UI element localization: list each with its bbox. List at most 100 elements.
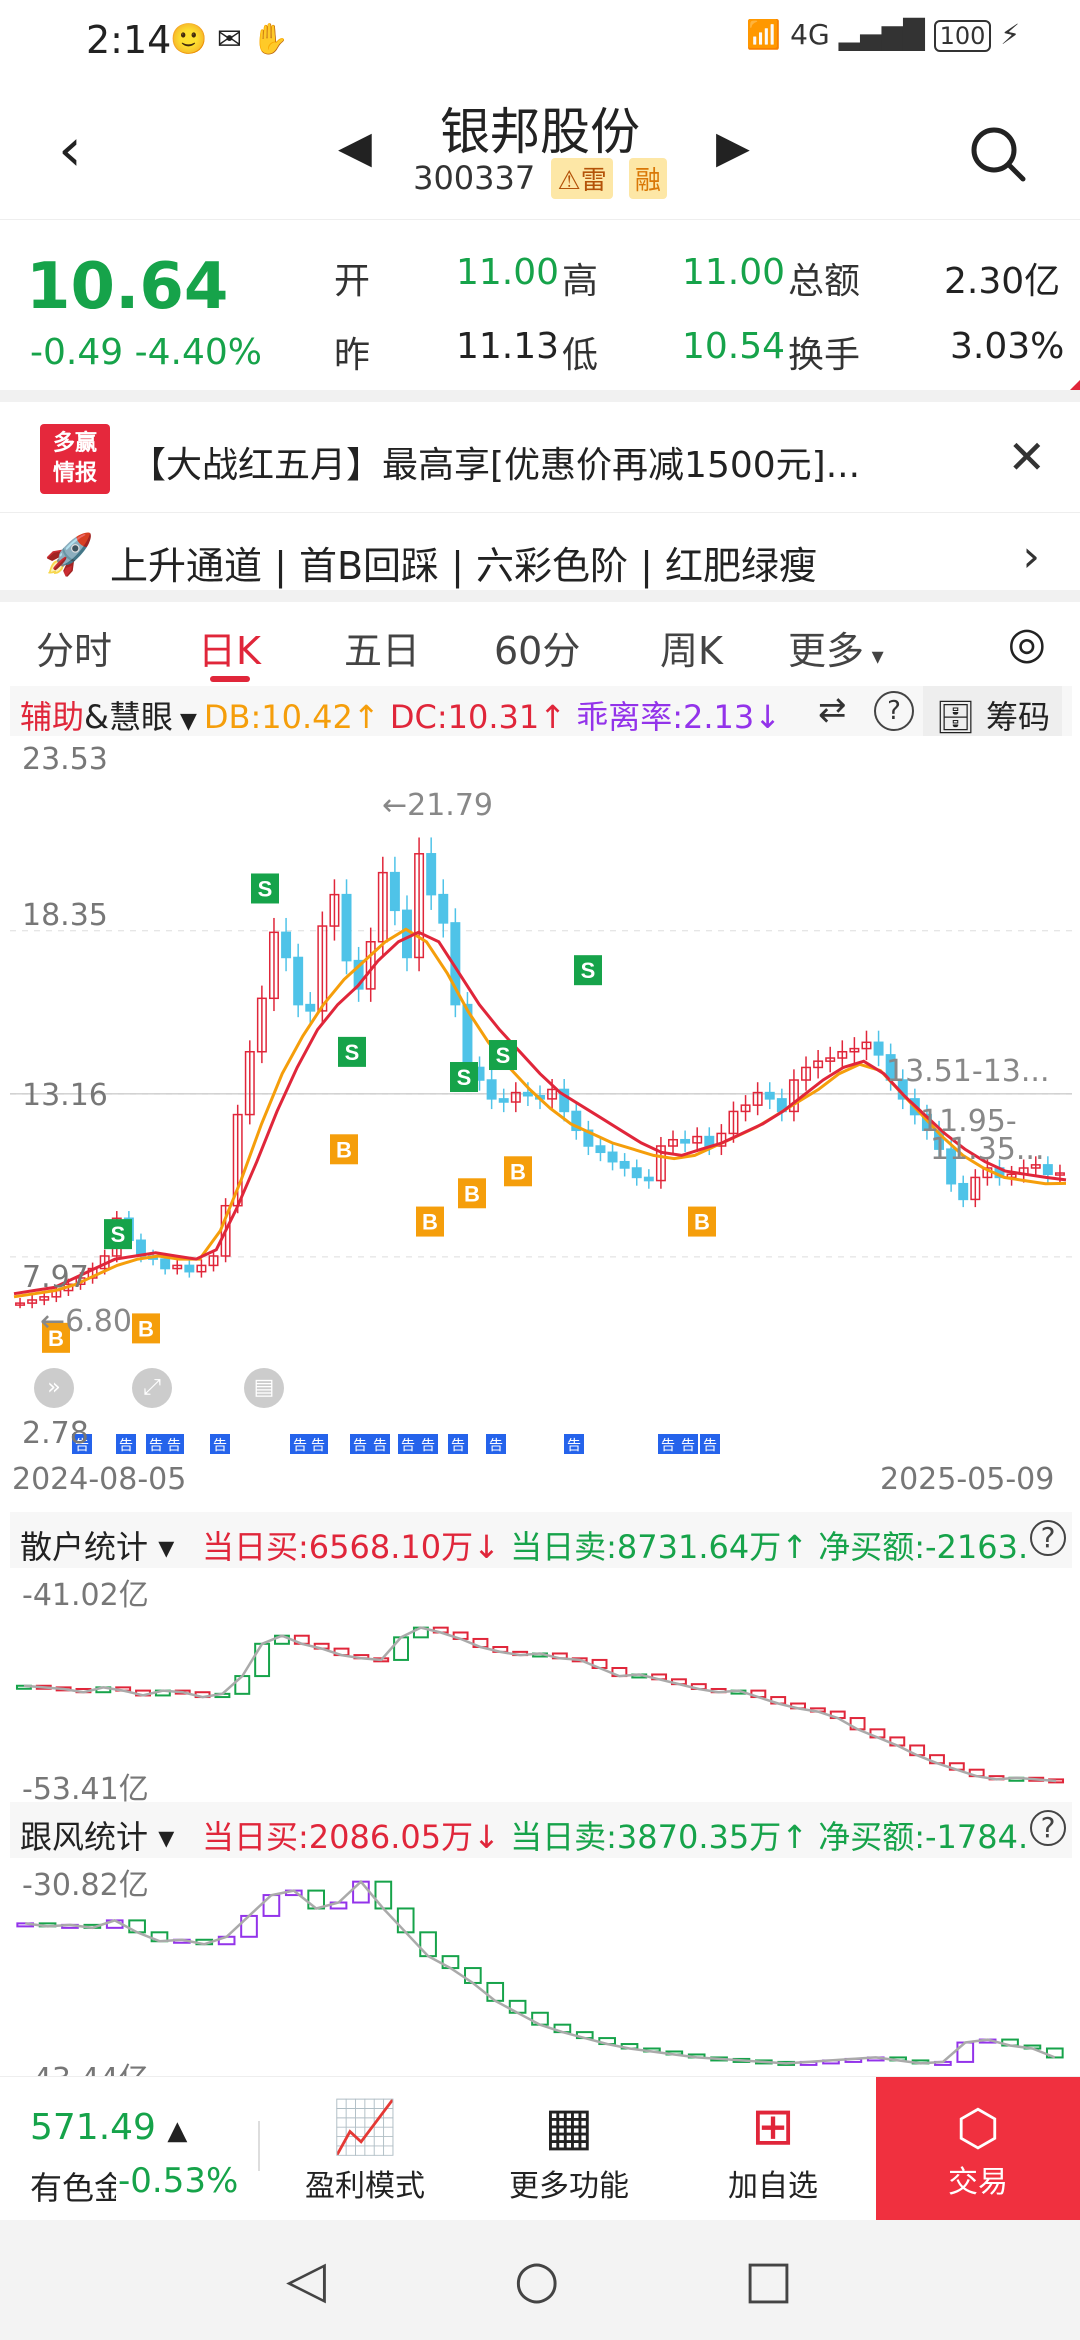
prev-close-value: 11.13 [456,326,560,367]
switch-icon[interactable]: ⇄ [818,690,847,730]
notice-marker [700,1434,720,1454]
stock-header: ‹ ◀ 银邦股份 300337 ⚠雷 融 ▶ [0,80,1080,220]
candle-body [873,1041,884,1056]
trade-button[interactable]: ⬡ 交易 [876,2077,1080,2221]
follow-sell: 当日卖:3870.35万↑ [510,1818,809,1856]
nav-home-icon[interactable]: ○ [514,2250,560,2310]
candle-body [668,1138,678,1147]
tab-five-day[interactable]: 五日 [344,629,421,673]
chips-button[interactable]: 🗄 筹码 [923,686,1062,736]
buy-signal-label: B [694,1210,710,1235]
follow-svg [16,1879,1064,2066]
help-icon[interactable]: ? [874,691,914,731]
close-icon[interactable]: ✕ [1007,430,1046,484]
tab-intraday[interactable]: 分时 [36,629,113,673]
nav-back-icon[interactable]: ◁ [286,2250,326,2310]
tab-60min[interactable]: 60分 [494,629,581,673]
ad-text: 【大战红五月】最高享[优惠价再减1500元]... [130,445,861,486]
network-type: 4G [790,18,830,51]
quote-panel: 10.64 -0.49 -4.40% 开 11.00 高 11.00 总额 2.… [0,222,1080,402]
follow-stats-header: 跟风统计 ▾ 当日买:2086.05万↓ 当日卖:3870.35万↑ 净买额:-… [10,1802,1072,1858]
deviation-value: 乖离率:2.13↓ [576,698,782,736]
settings-icon[interactable]: ◎ [1007,618,1046,669]
notice-marker-label: 告 [681,1438,695,1454]
more-functions-button[interactable]: ▦ 更多功能 [494,2097,644,2205]
profit-mode-label: 盈利模式 [305,2169,425,2204]
buy-signal-marker [688,1206,716,1237]
candle-body [329,893,340,927]
help-icon[interactable]: ? [1030,1810,1066,1846]
candle-body [293,956,304,1006]
stat-bar [374,1880,393,1910]
low-annotation: ←6.80 [40,1304,132,1339]
margin-tag[interactable]: 融 [628,158,667,199]
chip-annotation-3: 11.35... [930,1132,1045,1167]
fullscreen-icon[interactable]: ⤢ [132,1368,172,1408]
stat-bar [254,1642,271,1678]
buy-signal-label: B [138,1316,154,1341]
fast-forward-button[interactable]: » [34,1368,74,1408]
tab-daily-k[interactable]: 日K [198,629,261,673]
candle-body [522,1091,533,1097]
back-button[interactable]: ‹ [58,115,82,185]
status-right: 📶 4G ▂▄▆█ 100 ⚡ [746,18,1020,52]
candle-body [426,853,437,896]
low-value: 10.54 [682,326,786,367]
nav-recents-icon[interactable]: □ [744,2250,794,2310]
thunder-tag[interactable]: ⚠雷 [551,158,613,199]
tab-more[interactable]: 更多 ▾ [788,620,884,675]
indicator-name-aux[interactable]: 辅助 [20,698,85,736]
turnover-value: 3.03% [950,326,1065,367]
help-icon[interactable]: ? [1030,1520,1066,1556]
trend-chart-icon: 📈 [332,2098,398,2158]
profit-mode-button[interactable]: 📈 盈利模式 [290,2097,440,2205]
sell-signal-marker [574,955,602,986]
status-bar: 2:14 🙂 ✉ ✋ 📶 4G ▂▄▆█ 100 ⚡ [0,0,1080,80]
dropdown-icon[interactable]: ▼ [172,709,204,734]
candle-body [752,1091,763,1106]
next-stock-button[interactable]: ▶ [716,122,750,173]
indicator-name-eye[interactable]: &慧眼 [84,698,173,736]
chip-annotation-1: 13.51-13... [886,1054,1050,1089]
candle-body [353,959,364,990]
retail-stats-dropdown[interactable]: 散户统计 ▾ [20,1528,175,1566]
stat-line [25,1879,1056,2065]
charging-icon: ⚡ [1000,18,1020,51]
previous-stock-button[interactable]: ◀ [338,122,372,173]
more-functions-label: 更多功能 [509,2169,629,2204]
candle-body [172,1264,183,1270]
add-watchlist-button[interactable]: ⊞ 加自选 [698,2097,848,2205]
stock-name: 银邦股份 [440,103,640,161]
candle-body [15,1302,26,1306]
candle-body [184,1264,195,1273]
candle-body [196,1264,207,1273]
search-icon[interactable] [968,124,1028,184]
notice-marker-label: 告 [213,1438,227,1454]
high-label: 高 [562,261,599,302]
stat-line [23,1626,1057,1783]
tab-weekly-k[interactable]: 周K [660,629,723,673]
candle-body [619,1160,630,1169]
candle-body [281,931,292,959]
tab-more-label: 更多 [788,629,865,673]
candle-body [559,1088,570,1113]
follow-stats-dropdown[interactable]: 跟风统计 ▾ [20,1818,175,1856]
ad-logo: 多赢 情报 [40,424,110,494]
candle-body [1042,1164,1053,1176]
db-line [13,930,1067,1296]
gallery-icon[interactable]: ▤ [244,1368,284,1408]
active-tab-indicator [210,676,250,682]
retail-svg [15,1626,1065,1784]
signal-strip[interactable]: 🚀 上升通道 | 首B回踩 | 六彩色阶 | 红肥绿瘦 › [0,512,1080,602]
candle-body [510,1091,521,1103]
price-change: -0.49 -4.40% [30,332,262,373]
notice-marker-label: 告 [293,1438,307,1454]
chevron-right-icon[interactable]: › [1022,531,1040,582]
candle-body [1030,1164,1041,1169]
candle-body [934,1129,945,1150]
candle-body [607,1151,618,1163]
candle-body [547,1088,558,1100]
ad-banner[interactable]: 多赢 情报 【大战红五月】最高享[优惠价再减1500元]... ✕ [0,412,1080,512]
stat-bar [419,1931,437,1958]
